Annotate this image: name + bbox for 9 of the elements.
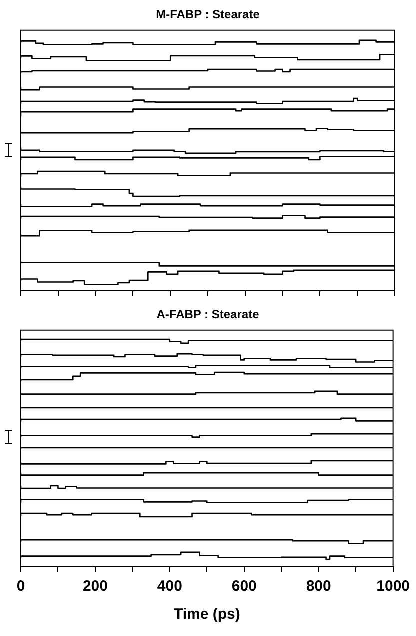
x-tick-label: 400 — [157, 578, 182, 596]
x-tick-label: 0 — [16, 578, 26, 596]
x-tick-label: 200 — [82, 578, 108, 596]
chart-title: M-FABP : Stearate — [156, 8, 260, 22]
x-tick-label: 800 — [306, 578, 332, 596]
x-axis-title: Time (ps) — [174, 606, 240, 624]
chart-title: A-FABP : Stearate — [156, 308, 260, 322]
x-tick-label: 600 — [232, 578, 257, 596]
x-tick-label: 1000 — [376, 578, 410, 596]
